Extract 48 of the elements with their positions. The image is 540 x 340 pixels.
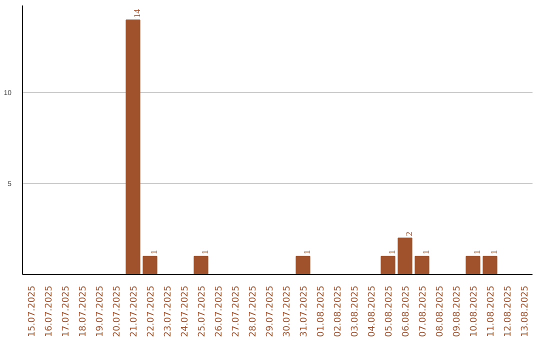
- x-tick-label: 15.07.2025: [28, 286, 38, 338]
- x-tick-label: 24.07.2025: [180, 286, 190, 338]
- x-tick-label: 18.07.2025: [78, 286, 88, 338]
- bar: [296, 256, 310, 274]
- bar: [466, 256, 480, 274]
- data-label: 1: [489, 250, 499, 254]
- x-tick-label: 07.08.2025: [418, 286, 428, 338]
- data-label: 14: [132, 8, 142, 18]
- x-tick-label: 25.07.2025: [198, 286, 208, 338]
- x-tick-label: 01.08.2025: [316, 286, 326, 338]
- x-tick-label: 06.08.2025: [402, 286, 412, 338]
- x-tick-label: 04.08.2025: [368, 286, 378, 338]
- x-tick-label: 09.08.2025: [452, 286, 462, 338]
- bar: [380, 256, 396, 274]
- data-label: 1: [472, 250, 482, 254]
- bar: [194, 256, 208, 274]
- x-tick-label: 08.08.2025: [436, 286, 446, 338]
- x-tick-label: 11.08.2025: [486, 286, 496, 338]
- bar: [414, 256, 430, 274]
- x-tick-label: 29.07.2025: [266, 286, 276, 338]
- x-tick-label: 10.08.2025: [470, 286, 480, 338]
- x-tick-label: 05.08.2025: [384, 286, 394, 338]
- x-tick-label: 21.07.2025: [130, 286, 140, 338]
- data-label: 1: [387, 250, 397, 254]
- data-label: 2: [404, 232, 414, 236]
- x-tick-label: 28.07.2025: [248, 286, 258, 338]
- x-tick-label: 16.07.2025: [44, 286, 54, 338]
- bar: [482, 256, 498, 274]
- x-tick-label: 13.08.2025: [520, 286, 530, 338]
- x-tick-label: 03.08.2025: [350, 286, 360, 338]
- data-label: 1: [149, 250, 159, 254]
- x-tick-label: 31.07.2025: [300, 286, 310, 338]
- data-label: 1: [200, 250, 210, 254]
- bar: [398, 238, 412, 274]
- bar: [142, 256, 158, 274]
- x-tick-label: 30.07.2025: [282, 286, 292, 338]
- x-tick-label: 22.07.2025: [146, 286, 156, 338]
- x-tick-label: 20.07.2025: [112, 286, 122, 338]
- x-tick-label: 27.07.2025: [232, 286, 242, 338]
- x-tick-label: 26.07.2025: [214, 286, 224, 338]
- bar: [126, 20, 140, 274]
- x-tick-label: 02.08.2025: [334, 286, 344, 338]
- x-tick-label: 12.08.2025: [504, 286, 514, 338]
- x-tick-label: 19.07.2025: [96, 286, 106, 338]
- data-label: 1: [302, 250, 312, 254]
- x-tick-label: 17.07.2025: [62, 286, 72, 338]
- x-tick-label: 23.07.2025: [164, 286, 174, 338]
- data-label: 1: [421, 250, 431, 254]
